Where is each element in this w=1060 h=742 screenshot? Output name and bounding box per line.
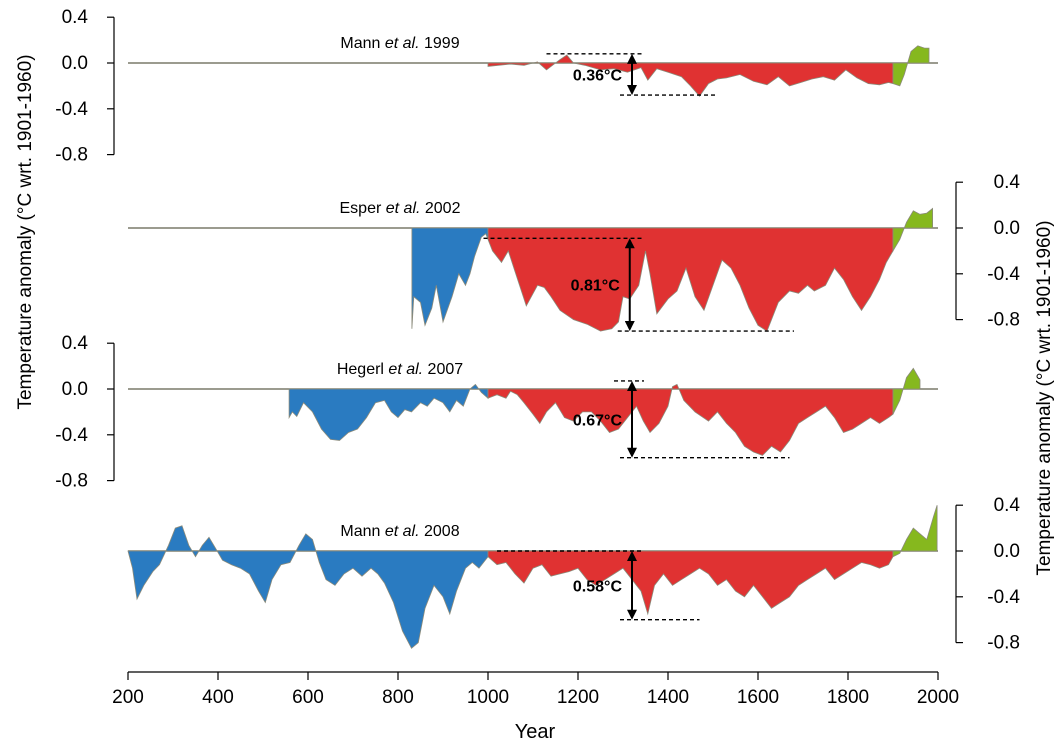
area-after-1900	[892, 207, 933, 253]
area-1000-1900	[487, 550, 894, 616]
annotation-label: 0.81°C	[571, 278, 621, 295]
y-tick-label: 0.4	[994, 495, 1021, 516]
title-year: 2008	[420, 523, 460, 540]
annotation-label: 0.58°C	[573, 578, 623, 595]
y-tick-label: -0.4	[55, 99, 88, 120]
annotation-label: 0.36°C	[573, 67, 623, 84]
y-tick-label: 0.0	[62, 53, 88, 74]
title-author: Mann	[340, 523, 384, 540]
area-before-1000	[411, 227, 489, 329]
area-after-1900	[892, 505, 938, 558]
y-tick-label: -0.8	[987, 633, 1020, 654]
area-1000-1900	[487, 54, 894, 97]
area-1000-1900	[487, 383, 894, 456]
y-axis-label-left: Temperature anomaly (°C wrt. 1901-1960)	[15, 54, 36, 409]
x-tick-label: 1200	[557, 687, 599, 708]
y-tick-label: -0.8	[55, 471, 88, 492]
area-before-1000	[288, 383, 489, 441]
x-tick-label: 1400	[647, 687, 689, 708]
x-axis-label: Year	[515, 721, 556, 742]
area-after-1900	[892, 367, 921, 415]
x-tick-label: 600	[292, 687, 324, 708]
title-author: Mann	[340, 35, 384, 52]
x-tick-label: 1000	[467, 687, 509, 708]
area-before-1000	[127, 525, 489, 649]
x-tick-label: 800	[382, 687, 414, 708]
y-tick-label: 0.0	[62, 379, 88, 400]
title-year: 2002	[420, 200, 460, 217]
y-tick-label: 0.0	[994, 218, 1020, 239]
area-1000-1900	[487, 227, 894, 332]
y-tick-label: 0.0	[994, 541, 1020, 562]
title-author: Hegerl	[337, 361, 389, 378]
panel-title: Esper et al. 2002	[340, 200, 461, 217]
y-tick-label: -0.4	[987, 587, 1020, 608]
panel-2: Esper et al. 2002 0.81°C 0.4 0.0 -0.4 -0.8	[128, 172, 1021, 332]
x-tick-label: 400	[202, 687, 234, 708]
panel-title: Mann et al. 1999	[340, 35, 459, 52]
title-year: 2007	[423, 361, 463, 378]
y-tick-label: -0.8	[987, 310, 1020, 331]
title-year: 1999	[420, 35, 460, 52]
y-tick-label: 0.4	[994, 172, 1021, 193]
panel-1: Mann et al. 1999 0.36°C 0.4 0.0 -0.4 -0.8	[55, 7, 938, 166]
x-tick-label: 200	[112, 687, 144, 708]
y-axis-label-right: Temperature anomaly (°C wrt. 1901-1960)	[1034, 220, 1055, 575]
x-tick-label: 2000	[917, 687, 959, 708]
panel-4: Mann et al. 2008 0.58°C 0.4 0.0 -0.4 -0.8	[127, 495, 1021, 654]
panel-title: Hegerl et al. 2007	[337, 361, 463, 378]
x-axis: 200 400 600 800 1000 1200 1400 1600 1800 2000	[112, 671, 959, 708]
panel-title: Mann et al. 2008	[340, 523, 459, 540]
y-tick-label: -0.8	[55, 145, 88, 166]
x-tick-label: 1600	[737, 687, 779, 708]
title-etal: et al.	[385, 523, 420, 540]
y-tick-label: 0.4	[62, 7, 89, 28]
y-tick-label: 0.4	[62, 333, 89, 354]
title-etal: et al.	[386, 200, 421, 217]
title-etal: et al.	[385, 35, 420, 52]
title-author: Esper	[340, 200, 386, 217]
x-tick-label: 1800	[827, 687, 869, 708]
area-after-1900	[892, 45, 930, 87]
y-tick-label: -0.4	[987, 264, 1020, 285]
panel-3: Hegerl et al. 2007 0.67°C 0.4 0.0 -0.4 -0.8	[55, 333, 938, 492]
title-etal: et al.	[388, 361, 423, 378]
annotation-label: 0.67°C	[573, 412, 623, 429]
y-tick-label: -0.4	[55, 425, 88, 446]
